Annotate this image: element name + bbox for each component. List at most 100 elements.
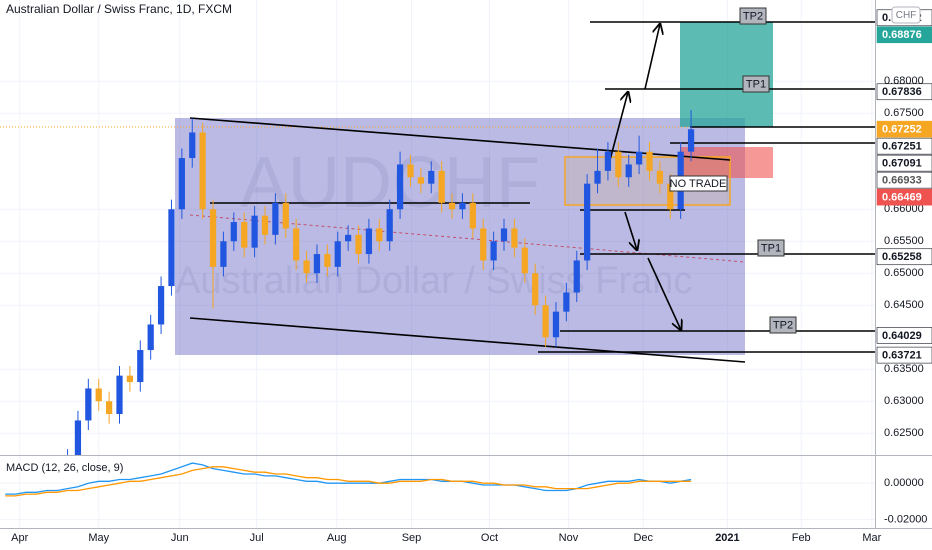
x-tick-label: Feb: [792, 532, 811, 544]
y-tick-label: 0.63000: [884, 395, 924, 407]
candle-body: [480, 228, 487, 261]
candle-body: [635, 151, 643, 165]
arrow: [644, 24, 660, 90]
price-tag-label: 0.63721: [882, 350, 922, 362]
candle-body: [220, 241, 227, 267]
x-tick-label: Jun: [171, 532, 189, 544]
currency-label[interactable]: CHF: [896, 10, 917, 21]
price-tag-label: 0.67252: [882, 124, 922, 136]
x-tick-label: Oct: [481, 532, 498, 544]
candle-body: [521, 247, 528, 274]
candle-body: [95, 388, 102, 402]
price-tag: [876, 120, 932, 138]
y-tick-label: 0.00000: [884, 477, 924, 489]
macd-line: [5, 466, 692, 497]
arrow: [647, 257, 681, 330]
price-tag-label: 0.64029: [882, 330, 922, 342]
y-tick-label: 0.67500: [884, 107, 924, 119]
tp-label: TP1: [746, 78, 766, 90]
candle-body: [532, 273, 539, 306]
candles: [23, 110, 695, 510]
price-tag-label: 0.67251: [882, 141, 922, 153]
candle-body: [303, 260, 310, 274]
candle-body: [584, 183, 591, 261]
currency-button[interactable]: [891, 6, 921, 24]
x-tick-label: 2021: [715, 532, 739, 544]
candle-body: [105, 401, 113, 415]
tp-label: TP2: [773, 319, 793, 331]
candle-body: [85, 388, 92, 421]
candle-body: [542, 305, 549, 338]
price-tag-label: 0.67091: [882, 158, 922, 170]
candle-body: [345, 234, 352, 242]
tp-box: [769, 316, 797, 334]
arrow: [624, 211, 637, 250]
tp-box: [739, 7, 767, 25]
price-tag-label: 0.66933: [882, 175, 922, 187]
price-tag-label: 0.66469: [882, 192, 922, 204]
candle-body: [667, 183, 674, 210]
candle-body: [448, 202, 456, 210]
candle-body: [365, 228, 373, 255]
candle-body: [230, 222, 237, 242]
candle-body: [552, 311, 560, 338]
candle-body: [54, 478, 60, 491]
candle-body: [438, 170, 445, 203]
candle-body: [126, 375, 134, 383]
candle-body: [687, 129, 695, 152]
no-trade-label: NO TRADE: [670, 178, 727, 190]
x-tick-label: Mar: [862, 532, 881, 544]
channel-fill: [175, 118, 745, 355]
x-tick-label: Apr: [11, 532, 28, 544]
no-trade-box: [669, 175, 728, 192]
candle-body: [272, 202, 279, 235]
candle-body: [189, 132, 196, 159]
candle-body: [604, 151, 612, 171]
labels: TP2 TP1 NO TRADE TP1 TP2: [669, 7, 797, 334]
tp-label: TP1: [761, 242, 781, 254]
candle-body: [137, 350, 144, 383]
candle-body: [428, 170, 435, 184]
candle-body: [407, 164, 414, 178]
candle-body: [500, 228, 508, 242]
candle-body: [334, 241, 341, 267]
candle-body: [355, 234, 362, 255]
candle-body: [313, 254, 321, 274]
y-tick-label: 0.64500: [884, 299, 924, 311]
candle-body: [615, 151, 622, 178]
candle-body: [396, 164, 404, 210]
candle-body: [116, 375, 123, 415]
y-tick-label: 0.66000: [884, 203, 924, 215]
x-tick-label: Dec: [633, 532, 653, 544]
price-tag: [876, 346, 932, 364]
price-tag-label: 0.67836: [882, 86, 922, 98]
axes: 0.62500 0.63000 0.63500 0.64500 0.65000 0.655…: [11, 75, 927, 544]
candle-body: [199, 132, 206, 210]
candle-body: [157, 286, 165, 325]
chart-title: Australian Dollar / Swiss Franc, 1D, FXC…: [6, 2, 232, 16]
macd-title: MACD (12, 26, close, 9): [6, 462, 123, 474]
y-tick-label: -0.02000: [884, 514, 927, 526]
x-tick-label: May: [88, 532, 109, 544]
candle-body: [386, 209, 393, 242]
candle-body: [324, 254, 331, 267]
candle-body: [74, 420, 82, 455]
target-zone: [680, 22, 773, 127]
candle-body: [376, 228, 383, 242]
tp-label: TP2: [743, 10, 763, 22]
candle-body: [147, 324, 154, 351]
candle-body: [23, 504, 29, 510]
candle-body: [168, 209, 175, 287]
y-tick-label: 0.65000: [884, 267, 924, 279]
candle-body: [573, 260, 580, 293]
watermark-subtitle: Australian Dollar / Swiss Franc: [175, 260, 692, 302]
price-tag: [876, 137, 932, 155]
drawings: [0, 21, 875, 363]
candle-body: [646, 151, 653, 171]
price-tag: [876, 26, 932, 44]
price-tag-label: 0.65258: [882, 251, 922, 263]
candle-body: [594, 170, 601, 184]
x-tick-label: Aug: [327, 532, 347, 544]
candle-body: [459, 202, 466, 210]
